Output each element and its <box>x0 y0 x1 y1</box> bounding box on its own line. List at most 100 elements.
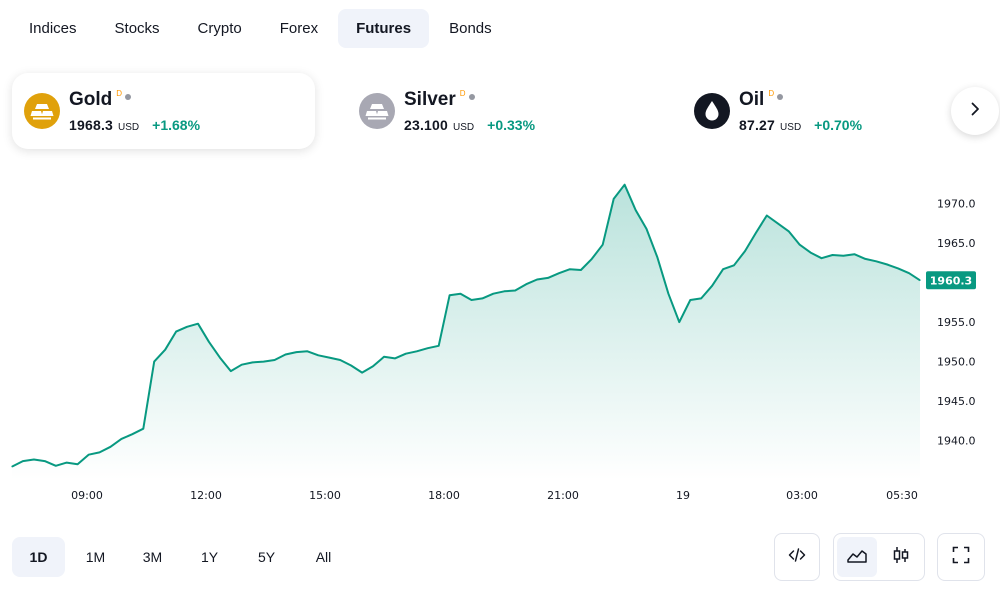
price-point-2 <box>33 458 35 461</box>
ticker-change: +1.68% <box>152 117 201 133</box>
price-point-34 <box>383 356 385 358</box>
price-chart[interactable]: 1940.01945.01950.01955.01960.01965.01970… <box>0 180 1000 510</box>
area-chart-button[interactable] <box>837 537 877 577</box>
price-point-22 <box>252 361 254 363</box>
price-point-8 <box>98 451 101 453</box>
delayed-flag: D <box>116 89 123 98</box>
ticker-currency: USD <box>780 122 802 133</box>
tab-indices[interactable]: Indices <box>29 20 77 37</box>
tab-forex[interactable]: Forex <box>279 20 319 37</box>
price-point-43 <box>481 297 483 299</box>
price-point-48 <box>536 278 538 281</box>
price-point-55 <box>613 198 615 200</box>
price-point-37 <box>416 350 418 352</box>
price-point-25 <box>284 353 287 356</box>
price-series-line <box>11 183 921 468</box>
ticker-info: Silver D 23.100 USD +0.33% <box>404 89 535 133</box>
chart-style-group <box>833 533 925 581</box>
gold-bars-icon <box>24 93 60 129</box>
price-point-39 <box>438 345 440 347</box>
ticker-card-gold[interactable]: Gold D 1968.3 USD +1.68% <box>12 73 315 149</box>
embed-button[interactable] <box>777 537 817 577</box>
price-point-74 <box>820 257 823 259</box>
price-area-fill <box>12 184 920 480</box>
x-tick-label: 03:00 <box>786 489 818 502</box>
price-point-83 <box>919 279 921 281</box>
price-point-63 <box>700 297 702 299</box>
tab-stocks[interactable]: Stocks <box>114 20 160 37</box>
price-point-14 <box>164 349 166 351</box>
price-point-1 <box>22 460 24 462</box>
ticker-change: +0.33% <box>487 117 536 133</box>
price-point-5 <box>66 462 68 464</box>
ticker-name: Silver <box>404 89 456 110</box>
price-point-13 <box>153 361 155 363</box>
range-all[interactable]: All <box>315 549 332 565</box>
market-status-dot <box>468 94 475 100</box>
ticker-price: 1968.3 <box>69 117 114 133</box>
tab-crypto[interactable]: Crypto <box>197 20 242 37</box>
price-point-40 <box>449 294 451 296</box>
price-point-69 <box>766 214 768 217</box>
range-1d[interactable]: 1D <box>12 537 65 577</box>
price-point-80 <box>886 263 888 266</box>
range-1m[interactable]: 1M <box>85 549 106 565</box>
price-point-19 <box>219 357 221 359</box>
tab-futures[interactable]: Futures <box>338 9 430 48</box>
y-tick-label: 1950.0 <box>937 356 976 369</box>
price-point-21 <box>241 364 243 366</box>
price-point-15 <box>175 331 177 333</box>
price-point-26 <box>295 351 297 353</box>
tab-bonds[interactable]: Bonds <box>449 20 492 37</box>
price-point-66 <box>733 264 735 266</box>
range-selector: 1D 1M 3M 1Y 5Y All <box>12 537 350 577</box>
price-point-65 <box>722 268 724 270</box>
price-point-42 <box>470 299 473 301</box>
price-point-7 <box>88 454 90 456</box>
ticker-price: 23.100 <box>404 117 449 133</box>
price-point-16 <box>186 326 188 328</box>
chevron-right-icon <box>967 101 983 122</box>
price-point-28 <box>317 354 319 356</box>
ticker-name: Oil <box>739 89 765 110</box>
price-point-57 <box>635 209 637 211</box>
next-ticker-button[interactable] <box>951 87 999 135</box>
price-point-58 <box>645 228 648 230</box>
price-point-68 <box>755 232 757 234</box>
price-point-36 <box>405 353 407 355</box>
price-point-78 <box>864 258 866 260</box>
x-tick-label: 18:00 <box>428 489 460 502</box>
price-point-20 <box>230 370 232 372</box>
price-point-33 <box>372 365 374 367</box>
price-point-38 <box>427 347 429 349</box>
x-tick-label: 19 <box>676 489 690 502</box>
candle-chart-button[interactable] <box>881 537 921 577</box>
ticker-name-row: Oil D <box>739 89 862 113</box>
range-5y[interactable]: 5Y <box>257 549 276 565</box>
price-point-82 <box>908 272 910 274</box>
range-1y[interactable]: 1Y <box>200 549 219 565</box>
ticker-price: 87.27 <box>739 117 776 133</box>
range-3m[interactable]: 3M <box>142 549 163 565</box>
x-axis: 09:00 12:00 15:00 18:00 21:00 19 03:00 05:30 <box>71 489 918 502</box>
price-point-12 <box>142 428 144 430</box>
price-point-9 <box>109 446 112 448</box>
ticker-currency: USD <box>453 122 475 133</box>
price-point-0 <box>11 466 13 468</box>
price-point-3 <box>44 460 46 462</box>
x-tick-label: 09:00 <box>71 489 103 502</box>
price-point-51 <box>569 268 571 270</box>
price-point-41 <box>459 293 462 295</box>
y-tick-label: 1940.0 <box>937 435 976 448</box>
oil-drop-icon <box>694 93 730 129</box>
ticker-card-silver[interactable]: Silver D 23.100 USD +0.33% <box>347 73 650 149</box>
last-price-badge <box>926 271 976 290</box>
ticker-name-row: Silver D <box>404 89 535 113</box>
candlestick-icon <box>891 545 911 570</box>
ticker-card-oil[interactable]: Oil D 87.27 USD +0.70% <box>682 73 985 149</box>
price-point-47 <box>525 283 527 285</box>
price-point-17 <box>197 323 199 325</box>
ticker-name: Gold <box>69 89 113 110</box>
last-price-value: 1960.3 <box>930 274 972 287</box>
fullscreen-button[interactable] <box>941 537 981 577</box>
